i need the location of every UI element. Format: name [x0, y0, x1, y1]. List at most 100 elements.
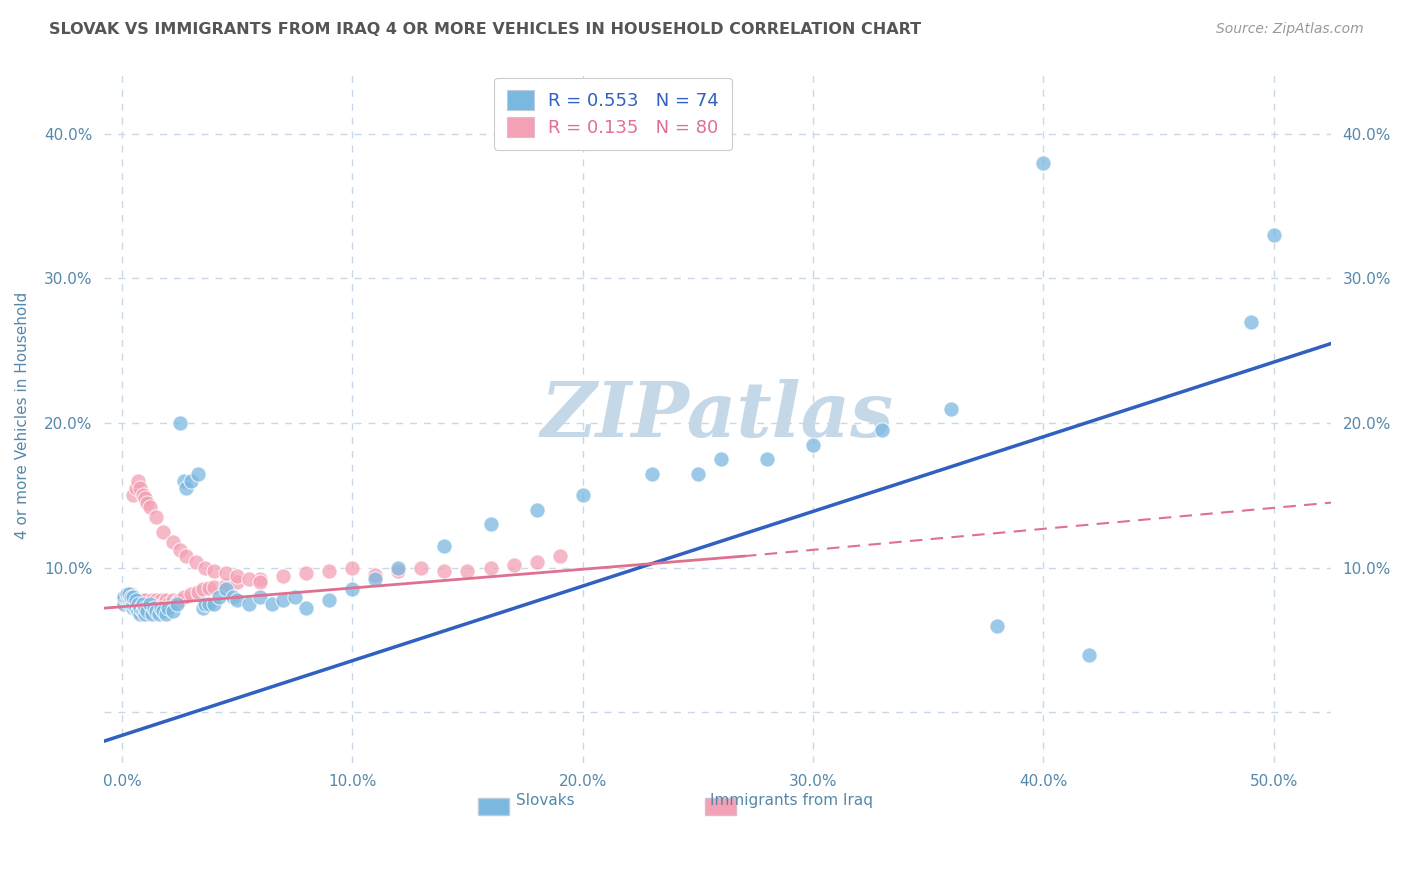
Point	[122, 590, 145, 604]
Point	[118, 587, 141, 601]
Point	[134, 607, 156, 621]
Point	[166, 595, 188, 609]
Point	[479, 560, 502, 574]
Point	[115, 592, 138, 607]
Point	[162, 592, 184, 607]
Point	[122, 592, 145, 607]
Point	[134, 491, 156, 506]
Point	[127, 597, 149, 611]
Point	[131, 488, 153, 502]
Point	[152, 597, 174, 611]
Point	[295, 566, 318, 581]
Point	[641, 467, 664, 481]
Point	[125, 592, 148, 607]
Point	[115, 592, 138, 607]
Point	[125, 592, 148, 607]
Point	[127, 592, 149, 607]
Point	[318, 592, 340, 607]
Point	[249, 590, 271, 604]
Point	[387, 564, 409, 578]
Point	[125, 597, 148, 611]
Point	[122, 597, 145, 611]
Point	[202, 597, 225, 611]
Point	[155, 607, 177, 621]
Point	[134, 592, 156, 607]
Point	[249, 575, 271, 590]
Point	[155, 592, 177, 607]
Point	[870, 423, 893, 437]
Point	[127, 474, 149, 488]
Point	[686, 467, 709, 481]
Point	[226, 569, 249, 583]
Point	[411, 560, 433, 574]
Point	[176, 549, 198, 563]
Point	[152, 524, 174, 539]
Point	[295, 601, 318, 615]
Point	[526, 503, 548, 517]
Point	[141, 607, 163, 621]
Point	[143, 597, 166, 611]
Point	[136, 597, 159, 611]
Text: Immigrants from Iraq: Immigrants from Iraq	[710, 793, 873, 808]
Point	[141, 592, 163, 607]
Point	[120, 597, 142, 611]
Point	[129, 601, 152, 615]
Point	[129, 607, 152, 621]
Point	[260, 597, 283, 611]
Point	[152, 604, 174, 618]
Point	[198, 581, 221, 595]
Point	[187, 467, 209, 481]
Point	[127, 599, 149, 613]
Point	[120, 590, 142, 604]
Point	[129, 592, 152, 607]
Point	[115, 587, 138, 601]
Point	[131, 597, 153, 611]
Point	[198, 597, 221, 611]
Point	[136, 604, 159, 618]
Point	[756, 452, 779, 467]
Point	[148, 597, 170, 611]
Point	[479, 517, 502, 532]
Point	[221, 590, 243, 604]
Point	[526, 555, 548, 569]
Point	[112, 592, 135, 607]
Point	[456, 564, 478, 578]
Point	[134, 599, 156, 613]
Point	[801, 438, 824, 452]
Point	[156, 601, 179, 615]
Point	[1263, 227, 1285, 242]
Point	[284, 590, 307, 604]
Point	[162, 604, 184, 618]
Point	[112, 590, 135, 604]
Point	[134, 601, 156, 615]
Point	[191, 582, 214, 597]
Point	[145, 592, 167, 607]
Text: Slovaks: Slovaks	[516, 793, 575, 808]
Point	[176, 481, 198, 495]
FancyBboxPatch shape	[706, 797, 735, 815]
Point	[1078, 648, 1101, 662]
Point	[112, 590, 135, 604]
Point	[180, 587, 202, 601]
Legend: R = 0.553   N = 74, R = 0.135   N = 80: R = 0.553 N = 74, R = 0.135 N = 80	[495, 78, 733, 150]
Point	[118, 597, 141, 611]
Point	[548, 549, 571, 563]
Point	[136, 495, 159, 509]
Point	[127, 604, 149, 618]
Point	[387, 560, 409, 574]
Point	[162, 534, 184, 549]
Point	[129, 481, 152, 495]
Point	[202, 580, 225, 594]
Point	[214, 582, 236, 597]
Point	[173, 474, 195, 488]
Point	[364, 568, 387, 582]
Point	[202, 564, 225, 578]
Text: Source: ZipAtlas.com: Source: ZipAtlas.com	[1216, 22, 1364, 37]
Point	[271, 592, 294, 607]
Point	[169, 416, 191, 430]
Point	[184, 555, 207, 569]
Point	[156, 597, 179, 611]
Point	[138, 599, 160, 613]
Point	[118, 592, 141, 607]
Point	[364, 572, 387, 586]
